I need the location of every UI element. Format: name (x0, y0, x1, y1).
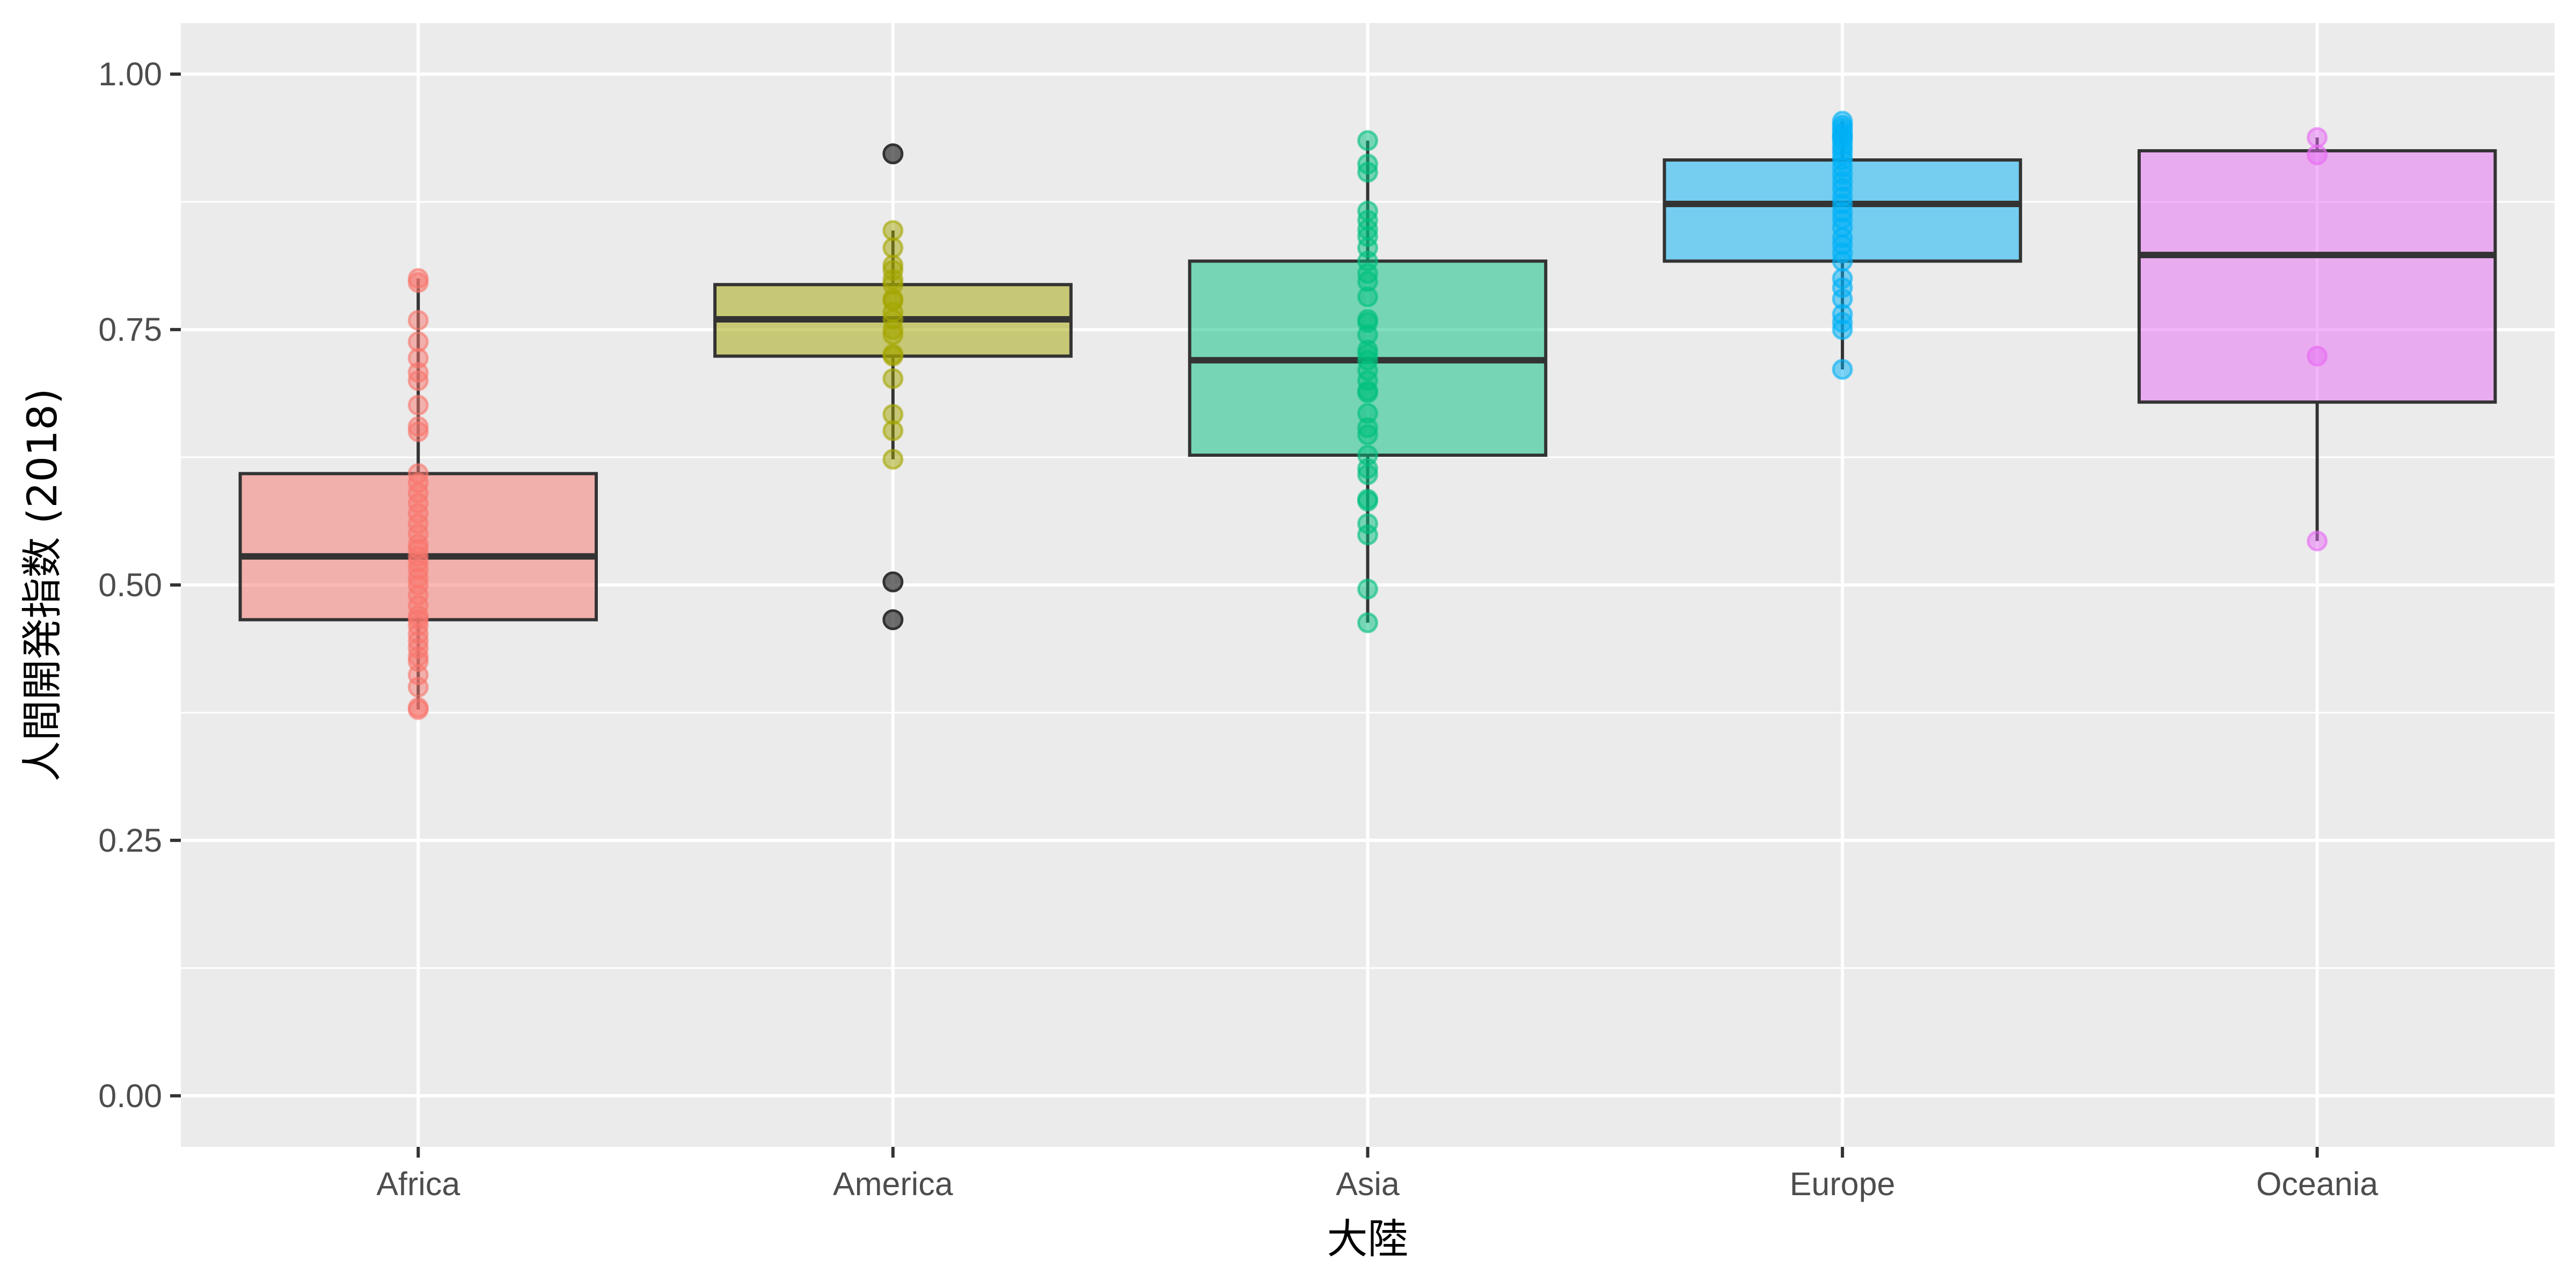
data-point-asia (1357, 402, 1378, 424)
x-tick-label-africa: Africa (376, 1166, 460, 1202)
x-tick-label-europe: Europe (1790, 1166, 1896, 1202)
data-point-america (882, 254, 904, 276)
data-point-africa (407, 697, 429, 718)
data-point-asia (1357, 488, 1378, 510)
data-point-asia (1357, 130, 1378, 151)
data-point-america (882, 368, 904, 389)
y-tick-label: 0.50 (98, 567, 162, 603)
data-point-america (882, 449, 904, 470)
y-axis-title: 人間開発指数 (2018) (18, 389, 66, 782)
data-point-asia (1357, 200, 1378, 222)
data-point-asia (1357, 513, 1378, 535)
axes-layer: 0.00 0.25 0.50 0.75 1.00 Africa America Asia Eur… (98, 56, 2378, 1202)
y-tick-label: 0.75 (98, 311, 162, 348)
data-point-asia (1357, 153, 1378, 175)
data-point-asia (1357, 309, 1378, 330)
y-tick-label: 1.00 (98, 56, 162, 92)
data-point-asia (1357, 579, 1378, 600)
data-point-africa (407, 268, 429, 289)
data-point-asia (1357, 612, 1378, 633)
data-point-america (882, 219, 904, 241)
points-layer (407, 111, 2328, 720)
x-tick-label-oceania: Oceania (2256, 1166, 2378, 1202)
data-point-oceania (2307, 144, 2328, 166)
data-point-oceania (2307, 346, 2328, 367)
data-point-oceania (2307, 530, 2328, 552)
data-point-europe (1832, 268, 1853, 289)
data-point-oceania (2307, 127, 2328, 148)
data-point-africa (407, 463, 429, 485)
data-point-africa (407, 416, 429, 437)
y-tick-label: 0.00 (98, 1078, 162, 1114)
outlier-point-america (882, 571, 904, 592)
x-axis-title: 大陸 (1327, 1215, 1409, 1263)
x-tick-label-america: America (833, 1166, 953, 1202)
data-point-europe (1832, 358, 1853, 380)
y-tick-label: 0.25 (98, 822, 162, 859)
outlier-point-america (882, 609, 904, 631)
data-point-america (882, 404, 904, 425)
outlier-point-america (882, 143, 904, 165)
data-point-asia (1357, 444, 1378, 466)
data-point-america (882, 343, 904, 365)
data-point-america (882, 237, 904, 259)
data-point-africa (407, 310, 429, 331)
data-point-africa (407, 394, 429, 416)
data-point-europe (1832, 111, 1853, 132)
x-tick-label-asia: Asia (1336, 1166, 1400, 1202)
data-point-africa (407, 331, 429, 353)
